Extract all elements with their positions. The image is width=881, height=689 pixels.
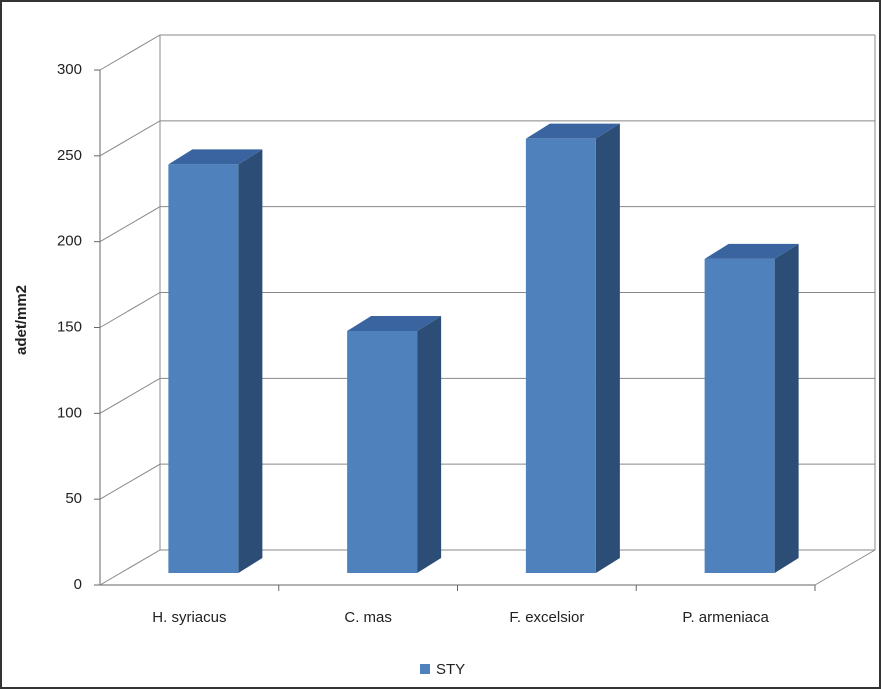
bar [704, 243, 799, 573]
y-tick-label: 300 [57, 61, 82, 78]
grid-line [99, 34, 875, 71]
grid-line [99, 463, 875, 500]
floor-edge [814, 549, 876, 586]
grid-line [99, 292, 875, 328]
bar-face [168, 164, 239, 573]
grid-line [99, 377, 875, 414]
y-tick-label: 250 [57, 147, 82, 164]
x-tick-label: F. excelsior [509, 609, 584, 626]
y-tick-label: 0 [74, 576, 82, 593]
legend-swatch [420, 664, 430, 674]
bar-face [238, 149, 263, 573]
y-axis-title: adet/mm2 [13, 285, 30, 355]
x-tick-label: P. armeniaca [682, 609, 769, 626]
bar-face [417, 315, 442, 573]
bar-face [704, 243, 799, 259]
bar-face [168, 149, 263, 165]
bar-face [774, 243, 799, 573]
bar-face [347, 315, 442, 331]
bar [525, 123, 620, 573]
bar-face [595, 123, 620, 573]
bar-face [347, 330, 418, 573]
y-tick-label: 150 [57, 318, 82, 335]
grid-line [99, 120, 875, 157]
bar [347, 315, 442, 573]
grid-line [99, 549, 875, 586]
x-tick-label: C. mas [344, 609, 392, 626]
bar-face [525, 123, 620, 139]
x-tick-label: H. syriacus [152, 609, 226, 626]
legend-label: STY [436, 661, 465, 678]
y-tick-label: 100 [57, 404, 82, 421]
grid-line [99, 206, 875, 243]
bar [168, 149, 263, 573]
bar-face [704, 258, 775, 573]
y-tick-label: 200 [57, 233, 82, 250]
y-tick-label: 50 [65, 490, 82, 507]
bar-face [525, 138, 596, 573]
